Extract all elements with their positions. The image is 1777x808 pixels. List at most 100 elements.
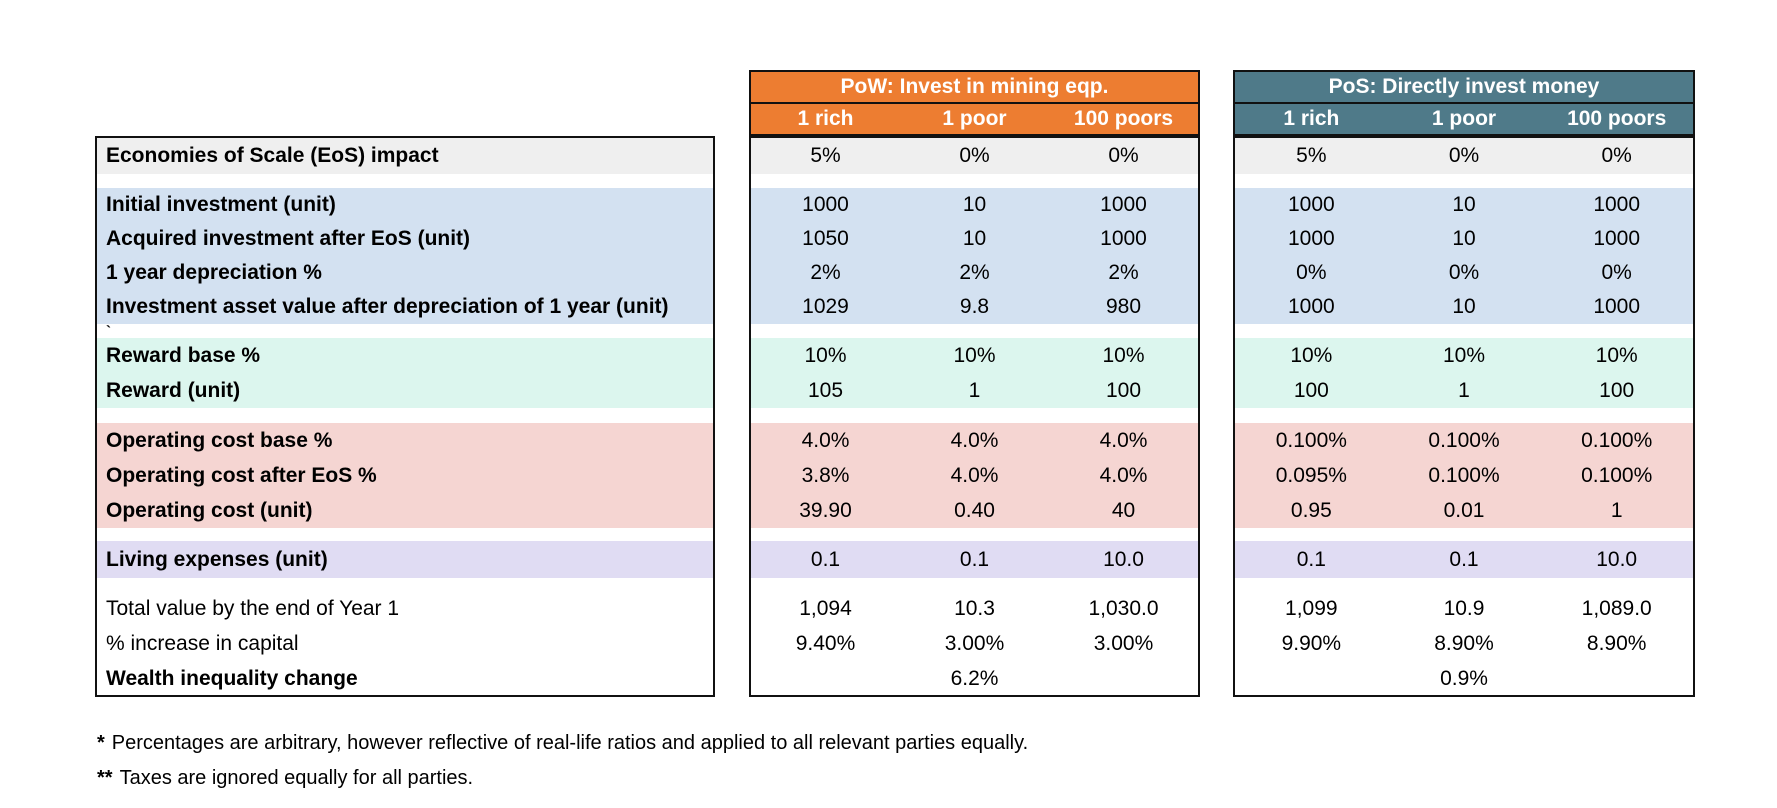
data-cell: 8.90% xyxy=(1434,631,1494,655)
data-cell: 4.0% xyxy=(1099,463,1148,487)
footnote-marker: * xyxy=(97,732,105,754)
pos-table-row xyxy=(1235,578,1693,591)
data-cell: 0.1 xyxy=(810,547,841,571)
pos-table-row: 100 1 100 xyxy=(1235,373,1693,408)
pow-table-row: 6.2% xyxy=(751,661,1198,695)
footnotes: * Percentages are arbitrary, however ref… xyxy=(97,726,1028,796)
data-cell: 10% xyxy=(1290,343,1333,367)
data-cell: 10% xyxy=(1102,343,1145,367)
data-cell: 10.0 xyxy=(1103,547,1144,571)
row-label: Investment asset value after depreciatio… xyxy=(106,295,669,318)
row-label: Operating cost after EoS % xyxy=(106,463,377,487)
table-row xyxy=(97,528,713,541)
column-header: 1 rich xyxy=(1283,107,1340,130)
row-label: Operating cost (unit) xyxy=(106,498,313,522)
table-row: Acquired investment after EoS (unit) xyxy=(97,222,713,256)
data-cell: 0% xyxy=(1601,144,1632,167)
column-header: 1 poor xyxy=(1431,107,1497,130)
data-cell: 10 xyxy=(1452,227,1476,250)
pos-table-row: 0% 0% 0% xyxy=(1235,256,1693,290)
table-row: Total value by the end of Year 1 xyxy=(97,591,713,626)
table-row: Initial investment (unit) xyxy=(97,188,713,222)
pos-column-headers: 1 rich 1 poor 100 poors xyxy=(1235,104,1693,134)
table-row: Investment asset value after depreciatio… xyxy=(97,290,713,324)
pos-table-row: 1,099 10.9 1,089.0 xyxy=(1235,591,1693,626)
data-cell: 40 xyxy=(1111,498,1136,522)
data-cell: 3.8% xyxy=(801,463,850,487)
pow-table-row: 1050 10 1000 xyxy=(751,222,1198,256)
data-cell: 10% xyxy=(953,343,996,367)
row-label: Living expenses (unit) xyxy=(106,547,328,571)
data-cell: 100 xyxy=(1599,378,1635,402)
pos-table-row xyxy=(1235,408,1693,423)
data-cell: 3.00% xyxy=(944,631,1005,655)
data-cell: 0% xyxy=(1448,261,1480,284)
data-cell: 0.95 xyxy=(1290,498,1332,522)
row-label: 1 year depreciation % xyxy=(106,261,322,284)
data-cell: 2% xyxy=(1108,261,1139,284)
pos-header: PoS: Directly invest money 1 rich 1 poor… xyxy=(1233,70,1695,136)
data-cell: 0.9% xyxy=(1440,666,1488,690)
data-cell: 0% xyxy=(1108,144,1139,167)
pow-table-row: 5% 0% 0% xyxy=(751,138,1198,174)
footnote-text: Percentages are arbitrary, however refle… xyxy=(111,732,1029,754)
pow-table-row: 10% 10% 10% xyxy=(751,338,1198,373)
row-label: % increase in capital xyxy=(106,631,299,655)
pow-table-row: 0.1 0.1 10.0 xyxy=(751,541,1198,578)
column-header: 1 poor xyxy=(942,107,1007,130)
table-row: Living expenses (unit) xyxy=(97,541,713,578)
pos-table-row: 0.095% 0.100% 0.100% xyxy=(1235,458,1693,493)
pos-table-row: 0.95 0.01 1 xyxy=(1235,493,1693,528)
data-cell: 1 xyxy=(1610,498,1623,522)
data-cell: 1000 xyxy=(1100,227,1147,250)
data-cell: 10.3 xyxy=(954,596,995,620)
data-cell: 0.100% xyxy=(1428,463,1500,487)
data-cell: 0.1 xyxy=(1296,547,1326,571)
data-cell: 0% xyxy=(1448,144,1480,167)
column-header: 100 poors xyxy=(1073,107,1174,130)
table-row xyxy=(97,578,713,591)
pos-table-row: 0.100% 0.100% 0.100% xyxy=(1235,423,1693,458)
pow-column-headers: 1 rich 1 poor 100 poors xyxy=(751,104,1198,134)
data-cell: 10 xyxy=(1452,295,1476,318)
data-cell: 100 xyxy=(1105,378,1142,402)
data-cell: 0% xyxy=(1296,261,1327,284)
data-cell: 2% xyxy=(959,261,990,284)
pos-table-row: 1000 10 1000 xyxy=(1235,188,1693,222)
pos-table-row: 0.9% xyxy=(1235,661,1693,695)
data-cell: 1029 xyxy=(802,295,849,318)
data-cell: 2% xyxy=(810,261,841,284)
table-row: Wealth inequality change xyxy=(97,661,713,695)
table-row: Economies of Scale (EoS) impact xyxy=(97,138,713,174)
data-cell: 8.90% xyxy=(1586,631,1647,655)
data-cell: 0.100% xyxy=(1275,428,1347,452)
pos-table-row: 0.1 0.1 10.0 xyxy=(1235,541,1693,578)
row-label: ` xyxy=(106,322,111,340)
pos-table-row xyxy=(1235,528,1693,541)
table-row: 1 year depreciation % xyxy=(97,256,713,290)
table-row: Operating cost base % xyxy=(97,423,713,458)
data-cell: 0.1 xyxy=(1449,547,1479,571)
table-row: Reward base % xyxy=(97,338,713,373)
data-cell: 10 xyxy=(962,227,987,250)
row-label: Initial investment (unit) xyxy=(106,193,336,216)
data-cell: 0.01 xyxy=(1443,498,1485,522)
row-label: Acquired investment after EoS (unit) xyxy=(106,227,471,250)
data-cell: 100 xyxy=(1293,378,1329,402)
data-cell: 10% xyxy=(1595,343,1638,367)
data-cell: 39.90 xyxy=(799,498,852,522)
data-cell: 9.40% xyxy=(795,631,856,655)
row-label: Wealth inequality change xyxy=(106,666,358,690)
row-label: Operating cost base % xyxy=(106,428,333,452)
data-cell: 1,099 xyxy=(1285,596,1338,620)
data-cell: 1 xyxy=(968,378,981,402)
footnote-marker: ** xyxy=(97,767,113,789)
data-cell: 1000 xyxy=(1593,193,1641,216)
data-cell: 1,030.0 xyxy=(1088,596,1159,620)
data-cell: 980 xyxy=(1105,295,1142,318)
pos-title: PoS: Directly invest money xyxy=(1235,72,1693,104)
data-cell: 0.1 xyxy=(959,547,990,571)
pow-table-row xyxy=(751,324,1198,338)
pos-table-row: 5% 0% 0% xyxy=(1235,138,1693,174)
pow-table-row xyxy=(751,578,1198,591)
